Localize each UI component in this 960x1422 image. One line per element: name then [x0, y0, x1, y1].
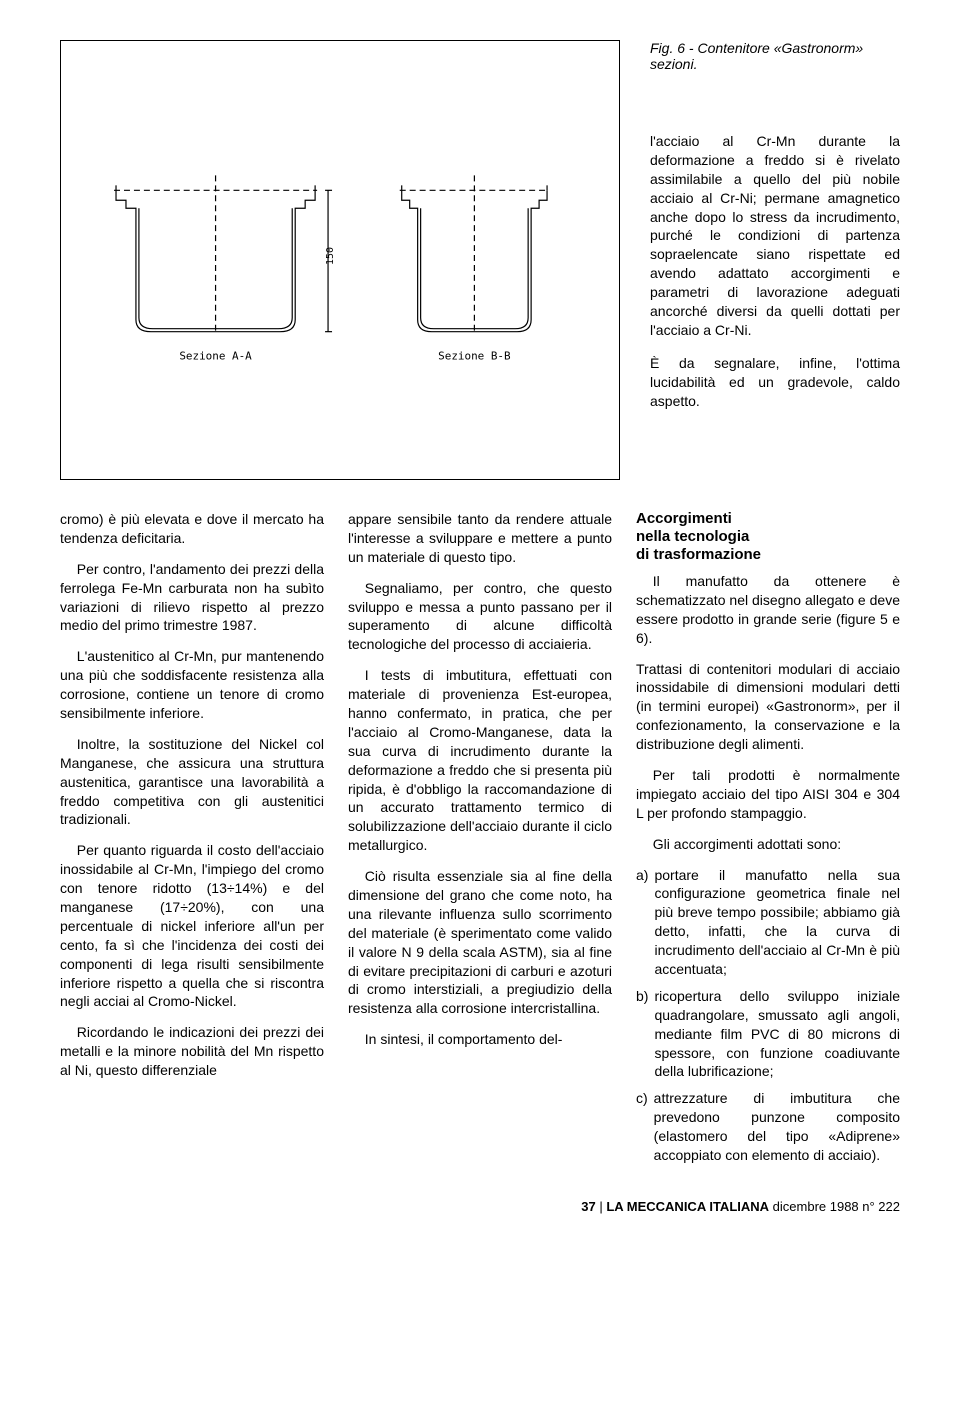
c1-p4: Inoltre, la sostituzione del Nickel col … — [60, 735, 324, 829]
figure-svg: 150 Sezione A-A Sezione B-B — [61, 41, 619, 479]
c3-p3: Per tali prodotti è normalmente impiegat… — [636, 766, 900, 823]
list-body: portare il manufatto nella sua configura… — [654, 866, 900, 979]
section-b-label: Sezione B-B — [438, 350, 511, 363]
column-2: appare sensibile tanto da rendere attual… — [348, 510, 612, 1173]
c2-p2: Segnaliamo, per contro, che questo svilu… — [348, 579, 612, 655]
c1-p6: Ricordando le indicazioni dei prezzi dei… — [60, 1023, 324, 1080]
right-p2: È da segnalare, infine, l'ottima lucidab… — [650, 354, 900, 411]
section-a-label: Sezione A-A — [179, 350, 252, 363]
figure-box: 150 Sezione A-A Sezione B-B — [60, 40, 620, 480]
text-columns: cromo) è più elevata e dove il mercato h… — [60, 510, 900, 1173]
footer-sep: | — [596, 1199, 607, 1214]
dim-label: 150 — [325, 247, 336, 265]
c2-p3: I tests di imbutitura, effettuati con ma… — [348, 666, 612, 855]
list-marker: c) — [636, 1089, 648, 1165]
list-item-c: c) attrezzature di imbutitura che preved… — [636, 1089, 900, 1165]
c3-p4: Gli accorgimenti adottati sono: — [636, 835, 900, 854]
c3-p1: Il manufatto da ottenere è schematizzato… — [636, 572, 900, 648]
figure-right-column: Fig. 6 - Contenitore «Gastronorm» sezion… — [650, 40, 900, 424]
c1-p1: cromo) è più elevata e dove il mercato h… — [60, 510, 324, 548]
page: 150 Sezione A-A Sezione B-B Fig. 6 - Con… — [0, 0, 960, 1244]
section-heading: Accorgimenti nella tecnologia di trasfor… — [636, 510, 900, 564]
c3-p2: Trattasi di contenitori modulari di acci… — [636, 660, 900, 754]
footer-rest: dicembre 1988 n° 222 — [769, 1199, 900, 1214]
c1-p2: Per contro, l'andamento dei prezzi della… — [60, 560, 324, 636]
page-footer: 37 | LA MECCANICA ITALIANA dicembre 1988… — [60, 1199, 900, 1214]
list-body: ricopertura dello sviluppo iniziale quad… — [654, 987, 900, 1081]
list-item-b: b) ricopertura dello sviluppo iniziale q… — [636, 987, 900, 1081]
c1-p5: Per quanto riguarda il costo dell'acciai… — [60, 841, 324, 1011]
c2-p5: In sintesi, il comportamento del- — [348, 1030, 612, 1049]
c2-p1: appare sensibile tanto da rendere attual… — [348, 510, 612, 567]
list-item-a: a) portare il manufatto nella sua config… — [636, 866, 900, 979]
c2-p4: Ciò risulta essenziale sia al fine della… — [348, 867, 612, 1018]
figure-caption: Fig. 6 - Contenitore «Gastronorm» sezion… — [650, 40, 900, 72]
column-3: Accorgimenti nella tecnologia di trasfor… — [636, 510, 900, 1173]
right-p1: l'acciaio al Cr-Mn durante la deformazio… — [650, 132, 900, 340]
page-number: 37 — [581, 1199, 595, 1214]
figure-row: 150 Sezione A-A Sezione B-B Fig. 6 - Con… — [60, 40, 900, 480]
journal-name: LA MECCANICA ITALIANA — [606, 1199, 769, 1214]
list-marker: b) — [636, 987, 648, 1081]
c1-p3: L'austenitico al Cr-Mn, pur mantenendo u… — [60, 647, 324, 723]
list-body: attrezzature di imbutitura che prevedono… — [654, 1089, 900, 1165]
list-marker: a) — [636, 866, 648, 979]
column-1: cromo) è più elevata e dove il mercato h… — [60, 510, 324, 1173]
